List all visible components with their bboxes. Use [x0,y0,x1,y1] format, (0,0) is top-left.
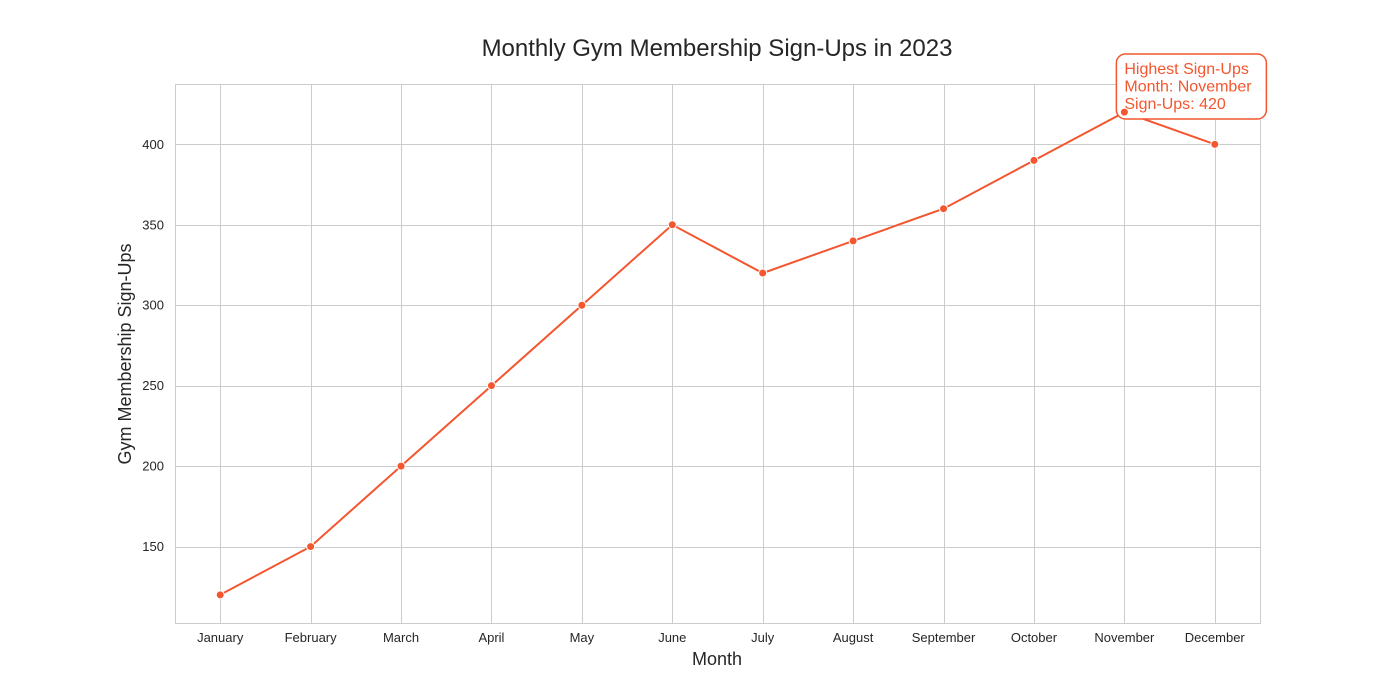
data-point [306,542,316,552]
y-tick-label: 400 [142,137,164,152]
chart-title: Monthly Gym Membership Sign-Ups in 2023 [482,35,953,62]
x-tick-label: August [833,630,874,645]
data-point [1210,139,1220,149]
data-point [758,268,768,278]
annotation-text: Highest Sign-Ups [1124,61,1249,78]
highlight-point [1119,107,1129,117]
x-axis-label: Month [692,649,742,669]
x-tick-label: December [1185,630,1246,645]
y-axis-label: Gym Membership Sign-Ups [115,243,135,464]
x-tick-label: February [285,630,338,645]
series-layer [215,107,1220,600]
data-point [848,236,858,246]
data-point [667,220,677,230]
plot-frame [175,84,1261,624]
x-tick-label: July [751,630,775,645]
x-tick-label: June [658,630,686,645]
data-point [215,590,225,600]
tick-layer: January February March April May June July Augu… [142,137,1245,645]
data-point [486,381,496,391]
annotation-text: Month: November [1124,79,1252,96]
data-point [1029,155,1039,165]
grid-layer [175,84,1260,623]
x-tick-label: May [570,630,595,645]
x-tick-label: March [383,630,419,645]
series-line [219,111,1216,596]
y-tick-label: 250 [142,378,164,393]
x-tick-label: November [1094,630,1155,645]
x-tick-label: April [478,630,504,645]
y-tick-label: 300 [142,298,164,313]
data-point [939,204,949,214]
data-point [577,300,587,310]
data-point [396,461,406,471]
y-tick-label: 150 [142,539,164,554]
x-tick-label: January [197,630,244,645]
y-tick-label: 350 [142,217,164,232]
annotation-text: Sign-Ups: 420 [1124,96,1225,113]
y-tick-label: 200 [142,459,164,474]
annotation-box [1115,53,1268,120]
x-tick-label: September [912,630,976,645]
x-tick-label: October [1011,630,1058,645]
